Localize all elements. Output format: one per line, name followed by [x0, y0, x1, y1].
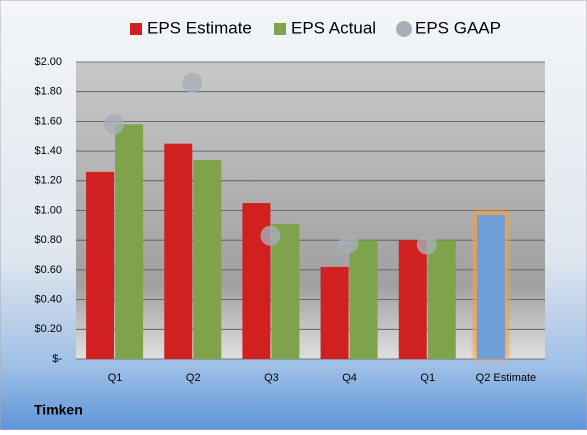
x-tick-label: Q1 [420, 372, 435, 384]
y-tick-label: $1.60 [34, 115, 62, 127]
y-tick-label: $2.00 [34, 56, 62, 68]
company-name: Timken [34, 402, 83, 418]
legend-marker [396, 21, 412, 37]
x-tick-label: Q3 [264, 372, 279, 384]
y-tick-label: $0.20 [34, 323, 62, 335]
bar [193, 160, 222, 359]
y-tick-label: $- [52, 353, 62, 365]
bar [349, 240, 378, 359]
bar [320, 266, 349, 359]
y-tick-label: $0.60 [34, 264, 62, 276]
gaap-point [260, 225, 281, 246]
x-tick-label: Q2 [186, 372, 201, 384]
bar [427, 240, 456, 359]
y-tick-label: $1.40 [34, 145, 62, 157]
bar [476, 214, 505, 359]
bar [164, 143, 193, 359]
y-tick-label: $0.40 [34, 294, 62, 306]
bar [271, 223, 300, 359]
y-tick-label: $1.20 [34, 175, 62, 187]
bar [398, 240, 427, 359]
x-tick-label: Q4 [342, 372, 357, 384]
legend-marker [130, 23, 142, 35]
legend-label: EPS Estimate [147, 18, 252, 37]
bar [242, 203, 271, 359]
gaap-point [182, 72, 203, 93]
gaap-point [338, 233, 359, 254]
bar [86, 171, 115, 359]
x-tick-label: Q1 [108, 372, 123, 384]
gaap-point [104, 114, 125, 135]
x-tick-label: Q2 Estimate [476, 372, 537, 384]
gaap-point [416, 234, 437, 255]
bar [115, 124, 144, 360]
legend-label: EPS GAAP [415, 18, 501, 37]
y-tick-label: $0.80 [34, 234, 62, 246]
legend-marker [274, 23, 286, 35]
y-tick-label: $1.00 [34, 204, 62, 216]
legend-label: EPS Actual [291, 18, 376, 37]
y-tick-label: $1.80 [34, 86, 62, 98]
